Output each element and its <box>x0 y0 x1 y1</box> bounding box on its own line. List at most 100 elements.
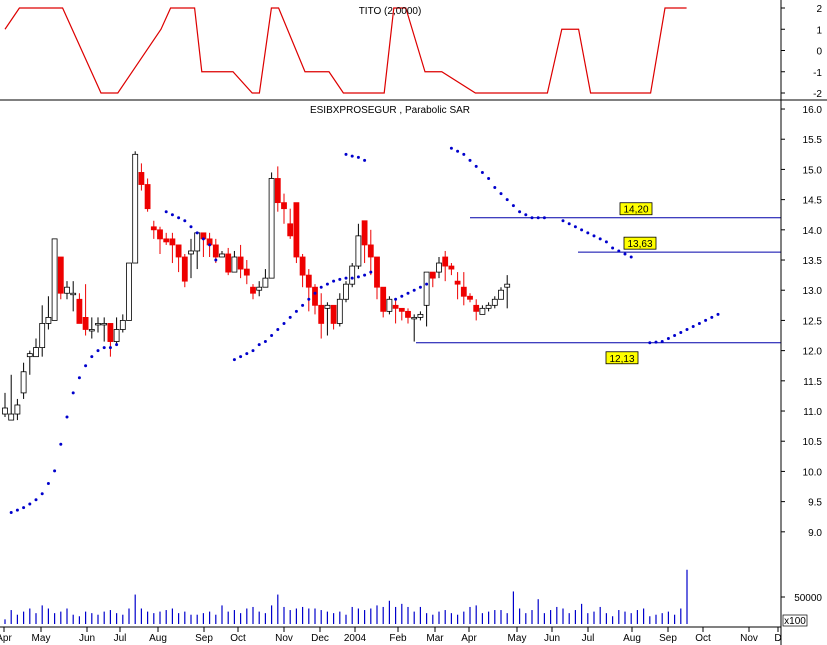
candle-body <box>305 274 312 288</box>
sar-dot <box>487 176 491 180</box>
candle-body <box>498 289 504 300</box>
price-tick-label: 9.0 <box>808 528 822 539</box>
sar-dot <box>201 237 205 241</box>
sar-dot <box>301 303 305 307</box>
month-label: Sep <box>195 633 213 644</box>
sar-dot <box>586 231 590 235</box>
month-label: Mar <box>426 633 444 644</box>
candle-body <box>51 238 58 321</box>
candle-body <box>231 256 238 273</box>
candle-body <box>64 286 70 294</box>
sar-dot <box>567 222 571 226</box>
candle-body <box>398 307 405 312</box>
sar-dot <box>536 216 540 220</box>
tito-tick-label: 1 <box>816 25 822 36</box>
candle-body <box>188 250 194 255</box>
month-label: Jul <box>582 633 595 644</box>
candle-body <box>318 304 325 324</box>
sar-dot <box>623 252 627 256</box>
volume-panel: 50000 x100 <box>4 569 822 627</box>
candle-body <box>411 316 418 320</box>
candle-body <box>262 277 269 288</box>
sar-dot <box>449 146 453 150</box>
candle-body <box>405 310 411 318</box>
sar-dot <box>524 213 528 217</box>
candle-body <box>57 256 64 294</box>
candle-body <box>293 202 300 258</box>
candle-body <box>95 323 101 326</box>
candle-body <box>355 235 362 267</box>
price-panel: 14,20 13,63 12,13 16.0 15.5 15.0 14.5 14.0 13.5 1… <box>2 105 823 539</box>
candle-body <box>479 307 486 315</box>
candle-body <box>219 253 225 258</box>
candle-body <box>361 220 368 246</box>
candle-body <box>212 244 219 258</box>
sar-dot <box>34 498 38 502</box>
candle-body <box>491 298 498 306</box>
candle-body <box>287 223 294 237</box>
sar-dot <box>239 355 243 359</box>
sar-dot <box>170 213 174 217</box>
sar-dot <box>573 225 577 229</box>
sar-dot <box>332 279 336 283</box>
sar-dot <box>493 186 497 190</box>
candle-body <box>374 256 380 288</box>
sar-dot <box>90 355 94 359</box>
price-tick-label: 12.5 <box>803 316 823 327</box>
candle-body <box>126 262 132 321</box>
sar-dot <box>710 315 714 319</box>
sar-dot <box>363 273 367 277</box>
candle-body <box>324 304 331 309</box>
candle-body <box>299 256 306 276</box>
candle-body <box>169 238 176 246</box>
sar-dot <box>344 276 348 280</box>
sar-dot <box>65 415 69 419</box>
sar-dot <box>307 297 311 301</box>
sar-dot <box>716 312 720 316</box>
sar-dot <box>325 282 329 286</box>
sar-dot <box>425 282 429 286</box>
candle-body <box>26 353 33 358</box>
sar-dot <box>369 270 373 274</box>
candle-body <box>14 404 21 415</box>
candle-body <box>429 271 436 279</box>
candle-body <box>312 286 318 306</box>
candle-body <box>436 262 442 273</box>
sar-dot <box>338 277 342 281</box>
sar-dot <box>363 158 367 162</box>
candle-body <box>76 298 83 324</box>
sar-dot <box>660 340 664 344</box>
sar-dot <box>617 249 621 253</box>
price-tick-label: 12.0 <box>803 347 823 358</box>
price-title: ESIBXPROSEGUR , Parabolic SAR <box>310 105 470 116</box>
volume-multiplier-box <box>782 614 808 627</box>
sar-dot <box>518 210 522 214</box>
candle-body <box>460 286 467 297</box>
sar-dot <box>263 340 267 344</box>
price-tick-label: 13.0 <box>803 286 823 297</box>
candle-body <box>8 413 15 421</box>
sar-dot <box>394 297 398 301</box>
sar-dot <box>542 216 546 220</box>
month-label: D <box>774 633 781 644</box>
candle-body <box>268 178 275 279</box>
sar-dot <box>183 219 187 223</box>
candle-body <box>442 256 449 267</box>
sar-dot <box>288 315 292 319</box>
price-tick-label: 10.5 <box>803 437 823 448</box>
candle-body <box>39 323 46 349</box>
candle-body <box>250 286 256 294</box>
candle-body <box>20 371 27 394</box>
sar-dot <box>177 216 181 220</box>
candle-body <box>473 304 480 312</box>
candle-body <box>181 256 188 282</box>
candle-body <box>144 184 151 210</box>
sar-dot <box>468 158 472 162</box>
candle-body <box>88 329 95 332</box>
candle-body <box>194 232 201 252</box>
price-tick-label: 13.5 <box>803 256 823 267</box>
sar-dot <box>611 246 615 250</box>
candle-body <box>349 265 356 285</box>
candle-body <box>175 244 182 258</box>
sar-dot <box>96 349 100 353</box>
